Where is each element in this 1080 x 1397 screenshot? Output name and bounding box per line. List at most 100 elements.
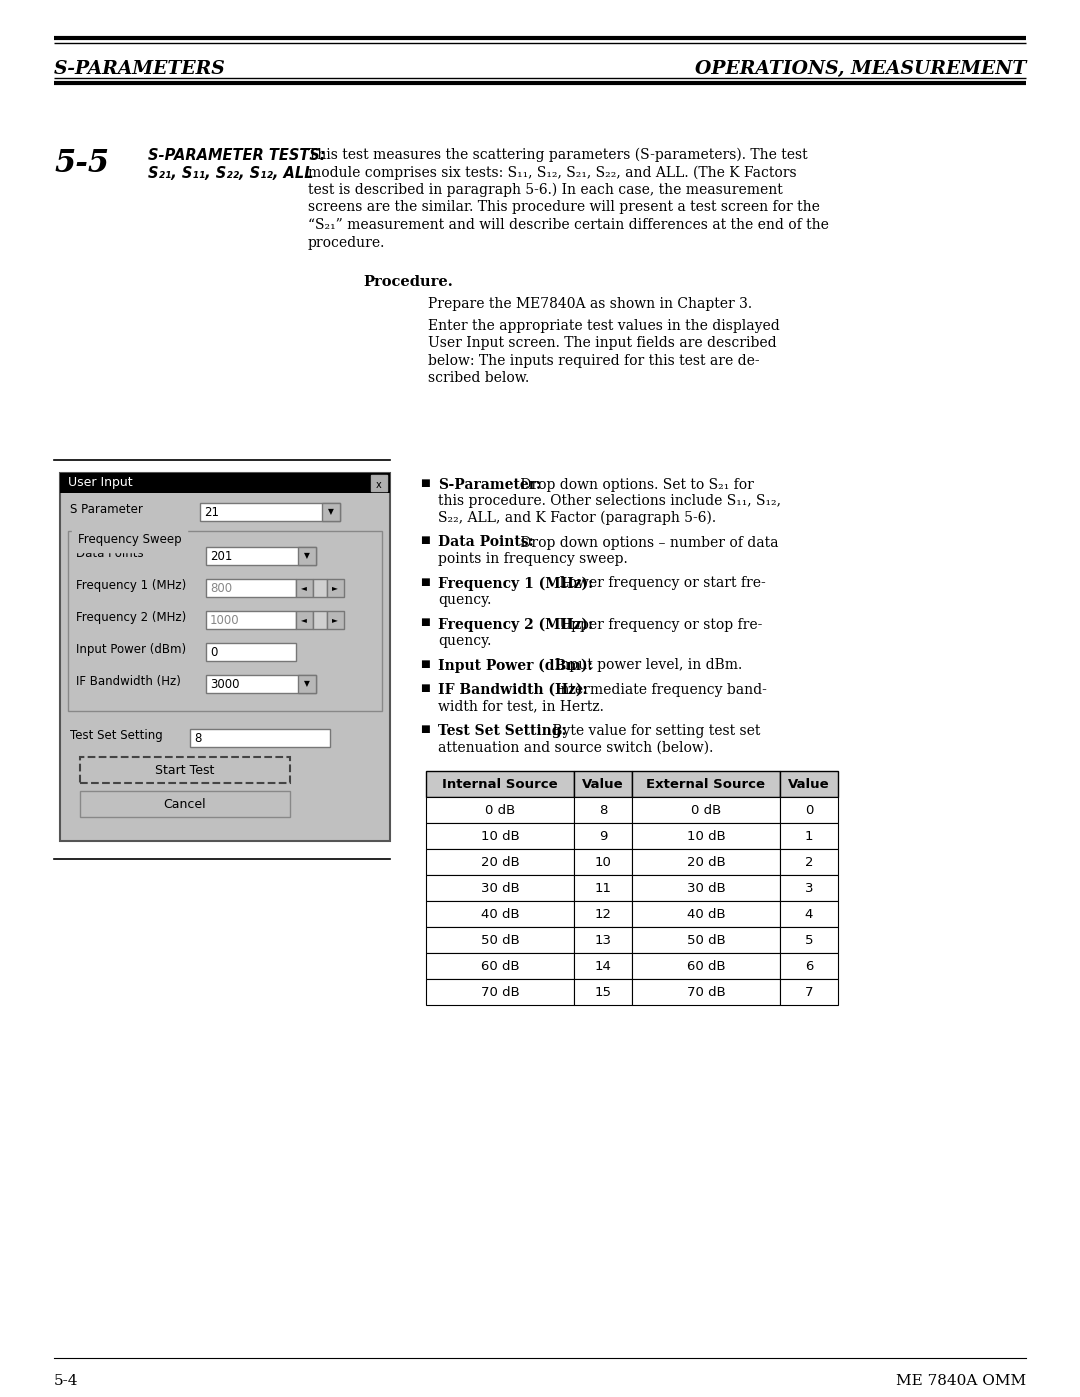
Text: Byte value for setting test set: Byte value for setting test set bbox=[549, 724, 761, 738]
Bar bbox=[632, 979, 780, 1004]
Text: Upper frequency or stop fre-: Upper frequency or stop fre- bbox=[555, 617, 762, 631]
Text: Frequency 2 (MHz): Frequency 2 (MHz) bbox=[76, 610, 186, 624]
Bar bbox=[780, 979, 838, 1004]
Bar bbox=[426, 849, 573, 875]
Text: 50 dB: 50 dB bbox=[687, 933, 726, 947]
Bar bbox=[573, 771, 632, 798]
Bar bbox=[298, 675, 316, 693]
Text: 5-5: 5-5 bbox=[54, 148, 109, 179]
Text: Frequency Sweep: Frequency Sweep bbox=[78, 534, 181, 546]
Text: procedure.: procedure. bbox=[308, 236, 386, 250]
Bar bbox=[80, 791, 291, 817]
Text: ■: ■ bbox=[420, 535, 430, 545]
Bar bbox=[296, 578, 313, 597]
Text: ►: ► bbox=[332, 584, 338, 592]
Text: 10: 10 bbox=[595, 855, 611, 869]
Bar bbox=[206, 643, 296, 661]
Bar bbox=[426, 953, 573, 979]
Bar bbox=[426, 901, 573, 928]
Text: screens are the similar. This procedure will present a test screen for the: screens are the similar. This procedure … bbox=[308, 201, 820, 215]
Text: 10 dB: 10 dB bbox=[687, 830, 726, 842]
Text: Test Set Setting:: Test Set Setting: bbox=[438, 724, 567, 738]
Text: 13: 13 bbox=[594, 933, 611, 947]
Bar bbox=[200, 503, 340, 521]
Text: “S₂₁” measurement and will describe certain differences at the end of the: “S₂₁” measurement and will describe cert… bbox=[308, 218, 828, 232]
Text: IF Bandwidth (Hz): IF Bandwidth (Hz) bbox=[76, 675, 180, 687]
Bar bbox=[322, 503, 340, 521]
Text: Input Power (dBm):: Input Power (dBm): bbox=[438, 658, 593, 673]
Bar bbox=[190, 729, 330, 747]
Bar bbox=[632, 928, 780, 953]
Bar bbox=[632, 849, 780, 875]
Bar bbox=[372, 475, 387, 490]
Text: Frequency 1 (MHz):: Frequency 1 (MHz): bbox=[438, 577, 593, 591]
Bar bbox=[573, 849, 632, 875]
Text: ■: ■ bbox=[420, 577, 430, 587]
Bar bbox=[632, 875, 780, 901]
Text: Value: Value bbox=[582, 778, 624, 791]
Text: 1000: 1000 bbox=[210, 615, 240, 627]
Text: Lower frequency or start fre-: Lower frequency or start fre- bbox=[555, 577, 766, 591]
Bar bbox=[780, 928, 838, 953]
Text: 7: 7 bbox=[805, 985, 813, 999]
Text: ■: ■ bbox=[420, 683, 430, 693]
Text: module comprises six tests: S₁₁, S₁₂, S₂₁, S₂₂, and ALL. (The K Factors: module comprises six tests: S₁₁, S₁₂, S₂… bbox=[308, 165, 797, 180]
Text: ■: ■ bbox=[420, 658, 430, 669]
Text: 50 dB: 50 dB bbox=[481, 933, 519, 947]
Text: 40 dB: 40 dB bbox=[481, 908, 519, 921]
Text: 4: 4 bbox=[805, 908, 813, 921]
Bar bbox=[780, 771, 838, 798]
Text: Value: Value bbox=[788, 778, 829, 791]
Text: x: x bbox=[376, 481, 382, 490]
Bar bbox=[426, 875, 573, 901]
Text: attenuation and source switch (below).: attenuation and source switch (below). bbox=[438, 740, 714, 754]
Text: ◄: ◄ bbox=[301, 616, 307, 624]
Text: Drop down options – number of data: Drop down options – number of data bbox=[516, 535, 779, 549]
Text: ■: ■ bbox=[420, 724, 430, 733]
Text: ME 7840A OMM: ME 7840A OMM bbox=[896, 1375, 1026, 1389]
Text: S-Parameter:: S-Parameter: bbox=[438, 478, 541, 492]
Text: quency.: quency. bbox=[438, 592, 491, 608]
Text: 15: 15 bbox=[594, 985, 611, 999]
Text: S Parameter: S Parameter bbox=[70, 503, 143, 515]
Text: Prepare the ME7840A as shown in Chapter 3.: Prepare the ME7840A as shown in Chapter … bbox=[428, 298, 752, 312]
Text: ▼: ▼ bbox=[328, 507, 334, 517]
Text: 40 dB: 40 dB bbox=[687, 908, 726, 921]
Bar bbox=[296, 610, 313, 629]
Text: S₂₂, ALL, and K Factor (paragraph 5-6).: S₂₂, ALL, and K Factor (paragraph 5-6). bbox=[438, 511, 716, 525]
Text: 60 dB: 60 dB bbox=[687, 960, 726, 972]
Text: width for test, in Hertz.: width for test, in Hertz. bbox=[438, 700, 604, 714]
Bar bbox=[426, 928, 573, 953]
Text: External Source: External Source bbox=[647, 778, 766, 791]
Text: scribed below.: scribed below. bbox=[428, 372, 529, 386]
Bar bbox=[426, 798, 573, 823]
Text: 14: 14 bbox=[595, 960, 611, 972]
Text: Frequency 1 (MHz): Frequency 1 (MHz) bbox=[76, 578, 186, 592]
Text: below: The inputs required for this test are de-: below: The inputs required for this test… bbox=[428, 353, 759, 367]
Bar bbox=[206, 675, 316, 693]
Text: 9: 9 bbox=[598, 830, 607, 842]
Bar bbox=[780, 875, 838, 901]
Text: 6: 6 bbox=[805, 960, 813, 972]
Bar bbox=[327, 578, 345, 597]
Text: 0 dB: 0 dB bbox=[691, 803, 721, 816]
Text: this procedure. Other selections include S₁₁, S₁₂,: this procedure. Other selections include… bbox=[438, 495, 781, 509]
Bar bbox=[573, 798, 632, 823]
Bar bbox=[573, 875, 632, 901]
Text: 12: 12 bbox=[594, 908, 611, 921]
Bar bbox=[206, 578, 296, 597]
Text: Input power level, in dBm.: Input power level, in dBm. bbox=[555, 658, 742, 672]
Bar bbox=[80, 757, 291, 782]
Text: ■: ■ bbox=[420, 478, 430, 488]
Bar bbox=[632, 901, 780, 928]
Bar bbox=[573, 928, 632, 953]
Bar bbox=[313, 578, 327, 597]
Text: 20 dB: 20 dB bbox=[687, 855, 726, 869]
Text: 3: 3 bbox=[805, 882, 813, 894]
Bar bbox=[426, 979, 573, 1004]
Text: S-PARAMETERS: S-PARAMETERS bbox=[54, 60, 226, 78]
Bar bbox=[573, 823, 632, 849]
Text: Enter the appropriate test values in the displayed: Enter the appropriate test values in the… bbox=[428, 319, 780, 332]
Bar bbox=[780, 953, 838, 979]
Bar bbox=[632, 823, 780, 849]
